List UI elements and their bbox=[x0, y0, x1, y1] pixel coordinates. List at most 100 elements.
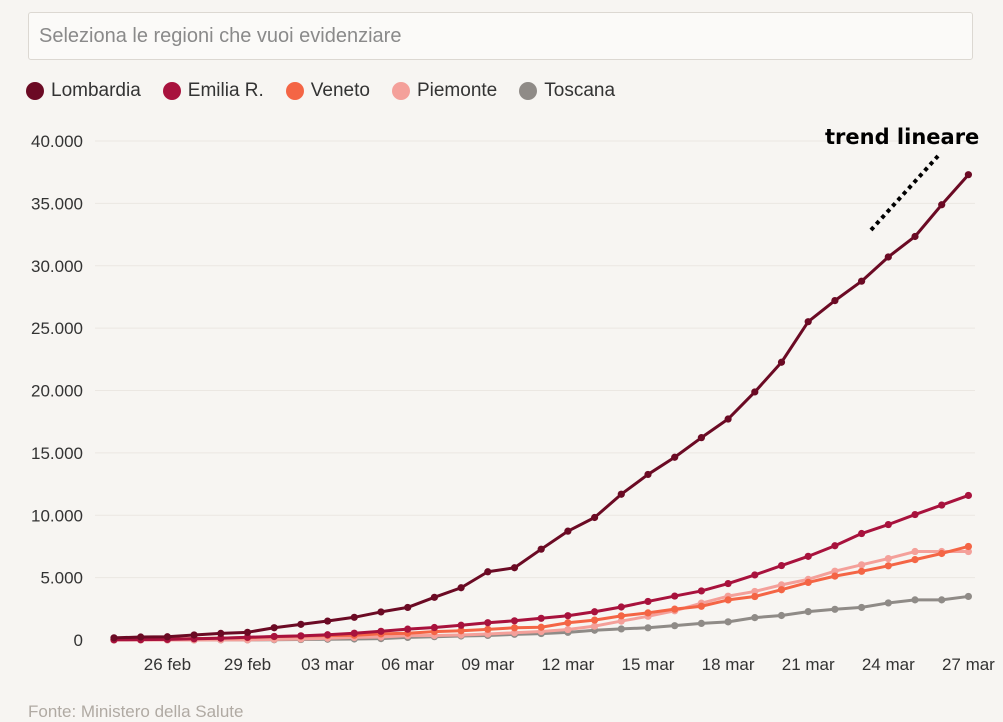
data-point bbox=[671, 592, 679, 600]
data-point bbox=[617, 612, 625, 620]
data-point bbox=[804, 552, 812, 560]
data-point bbox=[911, 547, 919, 556]
data-point bbox=[510, 617, 519, 625]
data-point bbox=[697, 587, 706, 595]
y-tick-label: 20.000 bbox=[31, 382, 83, 401]
data-point bbox=[911, 556, 919, 564]
data-point bbox=[777, 561, 786, 570]
legend-swatch bbox=[285, 82, 304, 100]
data-point bbox=[884, 520, 892, 529]
legend-label: Piemonte bbox=[416, 80, 498, 101]
legend-label: Emilia R. bbox=[187, 80, 264, 101]
data-point bbox=[831, 605, 839, 613]
data-point bbox=[617, 617, 625, 625]
legend-item-toscana[interactable]: Toscana bbox=[519, 80, 615, 102]
data-point bbox=[617, 625, 625, 633]
data-point bbox=[884, 562, 892, 570]
data-point bbox=[270, 624, 278, 632]
legend-item-emilia-r[interactable]: Emilia R. bbox=[162, 80, 264, 102]
data-point bbox=[243, 628, 252, 636]
legend-swatch bbox=[519, 82, 538, 100]
data-point bbox=[911, 232, 919, 241]
data-point bbox=[484, 568, 492, 576]
data-point bbox=[591, 616, 599, 624]
data-point bbox=[884, 599, 892, 607]
data-point bbox=[671, 453, 679, 461]
data-point bbox=[777, 611, 786, 620]
data-point bbox=[804, 607, 812, 616]
data-point bbox=[751, 587, 759, 596]
data-point bbox=[697, 619, 706, 628]
data-point bbox=[831, 297, 839, 305]
data-point bbox=[724, 618, 732, 626]
x-tick-label: 15 mar bbox=[622, 655, 675, 674]
x-tick-label: 06 mar bbox=[381, 655, 434, 674]
data-point bbox=[537, 614, 545, 622]
data-point bbox=[163, 633, 171, 641]
y-tick-label: 10.000 bbox=[31, 506, 83, 525]
data-point bbox=[110, 634, 118, 642]
y-tick-label: 15.000 bbox=[31, 444, 83, 463]
data-point bbox=[751, 571, 759, 579]
search-placeholder: Seleziona le regioni che vuoi evidenziar… bbox=[39, 24, 402, 47]
data-point bbox=[457, 584, 465, 592]
legend-swatch bbox=[162, 82, 181, 100]
data-point bbox=[350, 613, 358, 621]
data-point bbox=[911, 596, 919, 604]
data-point bbox=[404, 625, 412, 633]
data-point bbox=[591, 608, 599, 616]
data-point bbox=[510, 629, 519, 637]
data-point bbox=[644, 470, 652, 479]
data-point bbox=[964, 547, 973, 556]
x-tick-label: 21 mar bbox=[782, 655, 835, 674]
data-point bbox=[938, 596, 946, 604]
x-tick-label: 18 mar bbox=[702, 655, 755, 674]
data-point bbox=[484, 625, 492, 633]
region-search-input[interactable]: Seleziona le regioni che vuoi evidenziar… bbox=[28, 12, 973, 60]
data-point bbox=[510, 624, 519, 632]
series-line bbox=[113, 173, 970, 640]
data-point bbox=[617, 490, 625, 498]
data-point bbox=[377, 627, 385, 635]
data-point bbox=[858, 567, 866, 575]
legend-label: Toscana bbox=[544, 80, 616, 101]
data-point bbox=[671, 605, 679, 613]
legend-item-veneto[interactable]: Veneto bbox=[285, 80, 370, 102]
data-point bbox=[537, 545, 545, 553]
data-point bbox=[537, 623, 545, 631]
data-point bbox=[724, 596, 732, 604]
x-tick-label: 03 mar bbox=[301, 655, 354, 674]
x-tick-label: 24 mar bbox=[862, 655, 915, 674]
data-point bbox=[938, 201, 946, 209]
data-point bbox=[938, 501, 946, 509]
trend-line bbox=[869, 154, 940, 232]
data-point bbox=[671, 622, 679, 630]
y-tick-label: 25.000 bbox=[31, 319, 83, 338]
data-point bbox=[457, 627, 465, 635]
data-point bbox=[911, 510, 919, 519]
data-point bbox=[751, 614, 759, 622]
x-tick-label: 26 feb bbox=[144, 655, 191, 674]
x-tick-label: 12 mar bbox=[541, 655, 594, 674]
legend-swatch bbox=[26, 82, 44, 100]
legend-item-piemonte[interactable]: Piemonte bbox=[391, 80, 498, 102]
y-tick-label: 0 bbox=[74, 631, 83, 650]
data-point bbox=[617, 603, 625, 611]
data-point bbox=[751, 388, 759, 396]
legend-label: Lombardia bbox=[51, 80, 141, 101]
data-point bbox=[777, 358, 786, 366]
data-point bbox=[804, 318, 812, 326]
y-tick-label: 35.000 bbox=[31, 194, 83, 213]
data-point bbox=[697, 602, 706, 610]
data-point bbox=[724, 415, 732, 423]
data-point bbox=[751, 592, 759, 601]
legend-item-lombardia[interactable]: Lombardia bbox=[26, 80, 141, 102]
data-point bbox=[297, 620, 305, 628]
data-point bbox=[457, 621, 465, 629]
data-point bbox=[858, 529, 866, 538]
data-point bbox=[430, 593, 438, 601]
data-point bbox=[884, 554, 892, 563]
data-point bbox=[377, 608, 385, 616]
data-point bbox=[404, 603, 412, 612]
